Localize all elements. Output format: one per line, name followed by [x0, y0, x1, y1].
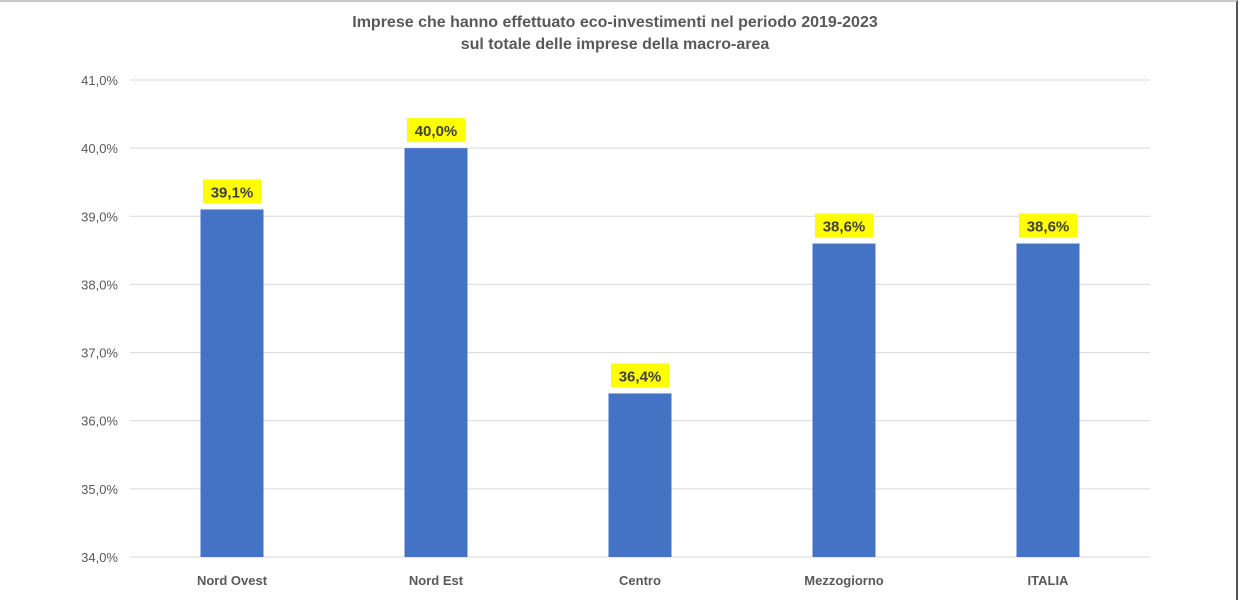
data-label-background: [203, 179, 261, 204]
y-tick-label: 41,0%: [81, 73, 118, 88]
x-tick-label: Nord Ovest: [197, 573, 268, 588]
x-tick-label: Nord Est: [409, 573, 464, 588]
y-tick-label: 37,0%: [81, 346, 118, 361]
y-tick-label: 38,0%: [81, 277, 118, 292]
y-tick-label: 34,0%: [81, 550, 118, 565]
data-label: 39,1%: [211, 184, 254, 201]
data-label: 38,6%: [1027, 219, 1070, 236]
y-tick-label: 36,0%: [81, 414, 118, 429]
bar: [404, 148, 468, 557]
y-tick-label: 39,0%: [81, 209, 118, 224]
x-tick-label: ITALIA: [1028, 573, 1070, 588]
x-tick-label: Mezzogiorno: [804, 573, 883, 588]
bar: [200, 209, 264, 557]
data-label-background: [611, 363, 669, 388]
y-tick-label: 35,0%: [81, 482, 118, 497]
data-label: 36,4%: [619, 368, 662, 385]
bar: [1016, 243, 1080, 558]
y-tick-label: 40,0%: [81, 141, 118, 156]
chart-title: Imprese che hanno effettuato eco-investi…: [0, 12, 1230, 56]
data-label-background: [407, 118, 465, 143]
bar: [608, 393, 672, 557]
data-label: 40,0%: [415, 123, 458, 140]
data-label-background: [815, 213, 873, 238]
data-label-background: [1019, 213, 1077, 238]
x-tick-label: Centro: [619, 573, 661, 588]
chart-title-line-2: sul totale delle imprese della macro-are…: [460, 36, 770, 53]
data-label: 38,6%: [823, 219, 866, 236]
chart-title-line-1: Imprese che hanno effettuato eco-investi…: [352, 14, 878, 31]
bar: [812, 243, 876, 558]
